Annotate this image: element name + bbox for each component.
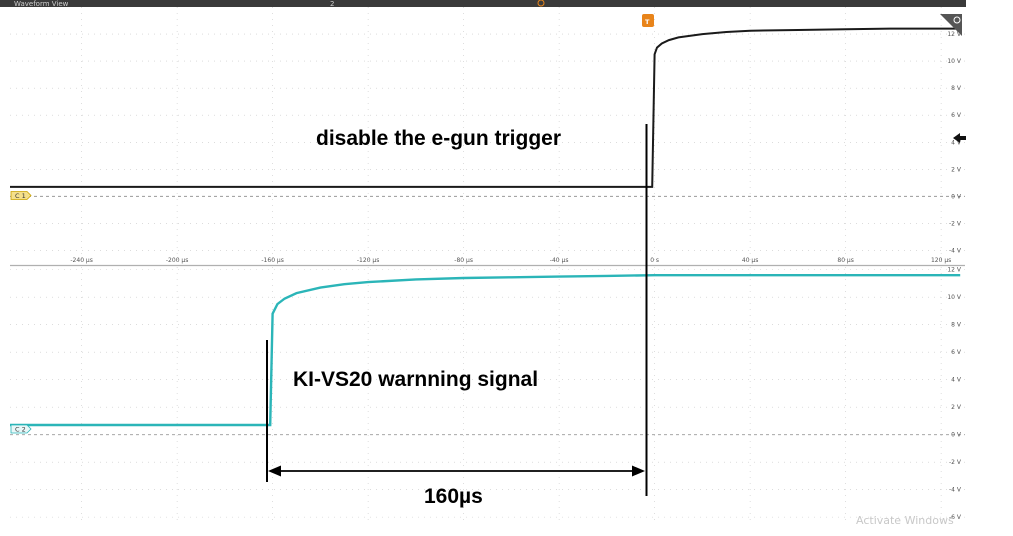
delay-dimension-arrow	[268, 465, 645, 477]
ch2-y-tick-label: 4 V	[951, 377, 962, 384]
x-tick-label: -80 µs	[454, 257, 473, 264]
ch1-y-tick-label: -4 V	[949, 247, 962, 254]
x-tick-label: 0 s	[650, 257, 659, 264]
ch2-y-tick-label: 10 V	[947, 294, 962, 301]
ch2-y-tick-label: 2 V	[951, 404, 962, 411]
ch2-waveform	[10, 274, 961, 427]
x-axis-ticks: -240 µs -200 µs -160 µs -120 µs -80 µs -40 µs…	[70, 257, 951, 264]
x-tick-label: -200 µs	[166, 257, 188, 264]
trigger-marker-label: T	[645, 18, 650, 26]
x-tick-label: 40 µs	[742, 257, 759, 264]
ch1-y-tick-label: 4 V	[951, 139, 962, 146]
ch1-grid	[10, 7, 965, 264]
x-tick-label: -120 µs	[357, 257, 379, 264]
ch1-y-axis-ticks: 12 V 10 V 8 V 6 V 4 V 2 V 0 V -2 V -4 V	[947, 31, 962, 254]
window-top-bar	[0, 0, 966, 7]
ch1-y-tick-label: 6 V	[951, 112, 962, 119]
watermark: Activate Windows	[856, 514, 954, 527]
corner-badge-icon[interactable]	[940, 14, 962, 36]
x-tick-label: 120 µs	[931, 257, 951, 264]
ch2-y-tick-label: -4 V	[949, 487, 962, 494]
ch2-grid	[10, 267, 965, 524]
ch2-y-tick-label: 0 V	[951, 432, 962, 439]
delay-label: 160µs	[424, 485, 483, 508]
left-arrow-icon[interactable]	[953, 133, 966, 143]
ch1-y-tick-label: 2 V	[951, 166, 962, 173]
ch1-y-tick-label: 12 V	[947, 31, 962, 38]
x-tick-label: -240 µs	[70, 257, 92, 264]
ch1-y-tick-label: -2 V	[949, 220, 962, 227]
ch2-y-tick-label: 6 V	[951, 349, 962, 356]
trigger-position-marker[interactable]: T	[642, 14, 654, 27]
ch1-annotation: disable the e-gun trigger	[316, 127, 561, 150]
window-title: Waveform View	[14, 0, 69, 8]
ch2-annotation: KI-VS20 warnning signal	[293, 368, 538, 391]
ch2-label: C 2	[15, 426, 26, 434]
ch1-label: C 1	[15, 192, 26, 200]
window-tab-number: 2	[330, 0, 334, 8]
x-tick-label: -160 µs	[261, 257, 283, 264]
ch2-reference-marker[interactable]: C 2	[10, 424, 32, 434]
ch2-panel	[10, 267, 965, 524]
x-tick-label: -40 µs	[550, 257, 569, 264]
ch2-y-axis-ticks: 12 V 10 V 8 V 6 V 4 V 2 V 0 V -2 V -4 V -6 V	[947, 267, 962, 521]
ch1-y-tick-label: 10 V	[947, 58, 962, 65]
ch1-reference-marker[interactable]: C 1	[10, 191, 32, 201]
ch2-y-tick-label: 8 V	[951, 322, 962, 329]
ch1-y-tick-label: 0 V	[951, 193, 962, 200]
ch1-y-tick-label: 8 V	[951, 85, 962, 92]
ch1-waveform	[10, 27, 961, 188]
ch2-y-tick-label: -6 V	[949, 514, 962, 521]
x-tick-label: 80 µs	[837, 257, 854, 264]
ch2-y-tick-label: 12 V	[947, 267, 962, 274]
ch1-panel	[10, 7, 965, 264]
ch2-y-tick-label: -2 V	[949, 459, 962, 466]
trigger-indicator-icon	[537, 0, 545, 7]
